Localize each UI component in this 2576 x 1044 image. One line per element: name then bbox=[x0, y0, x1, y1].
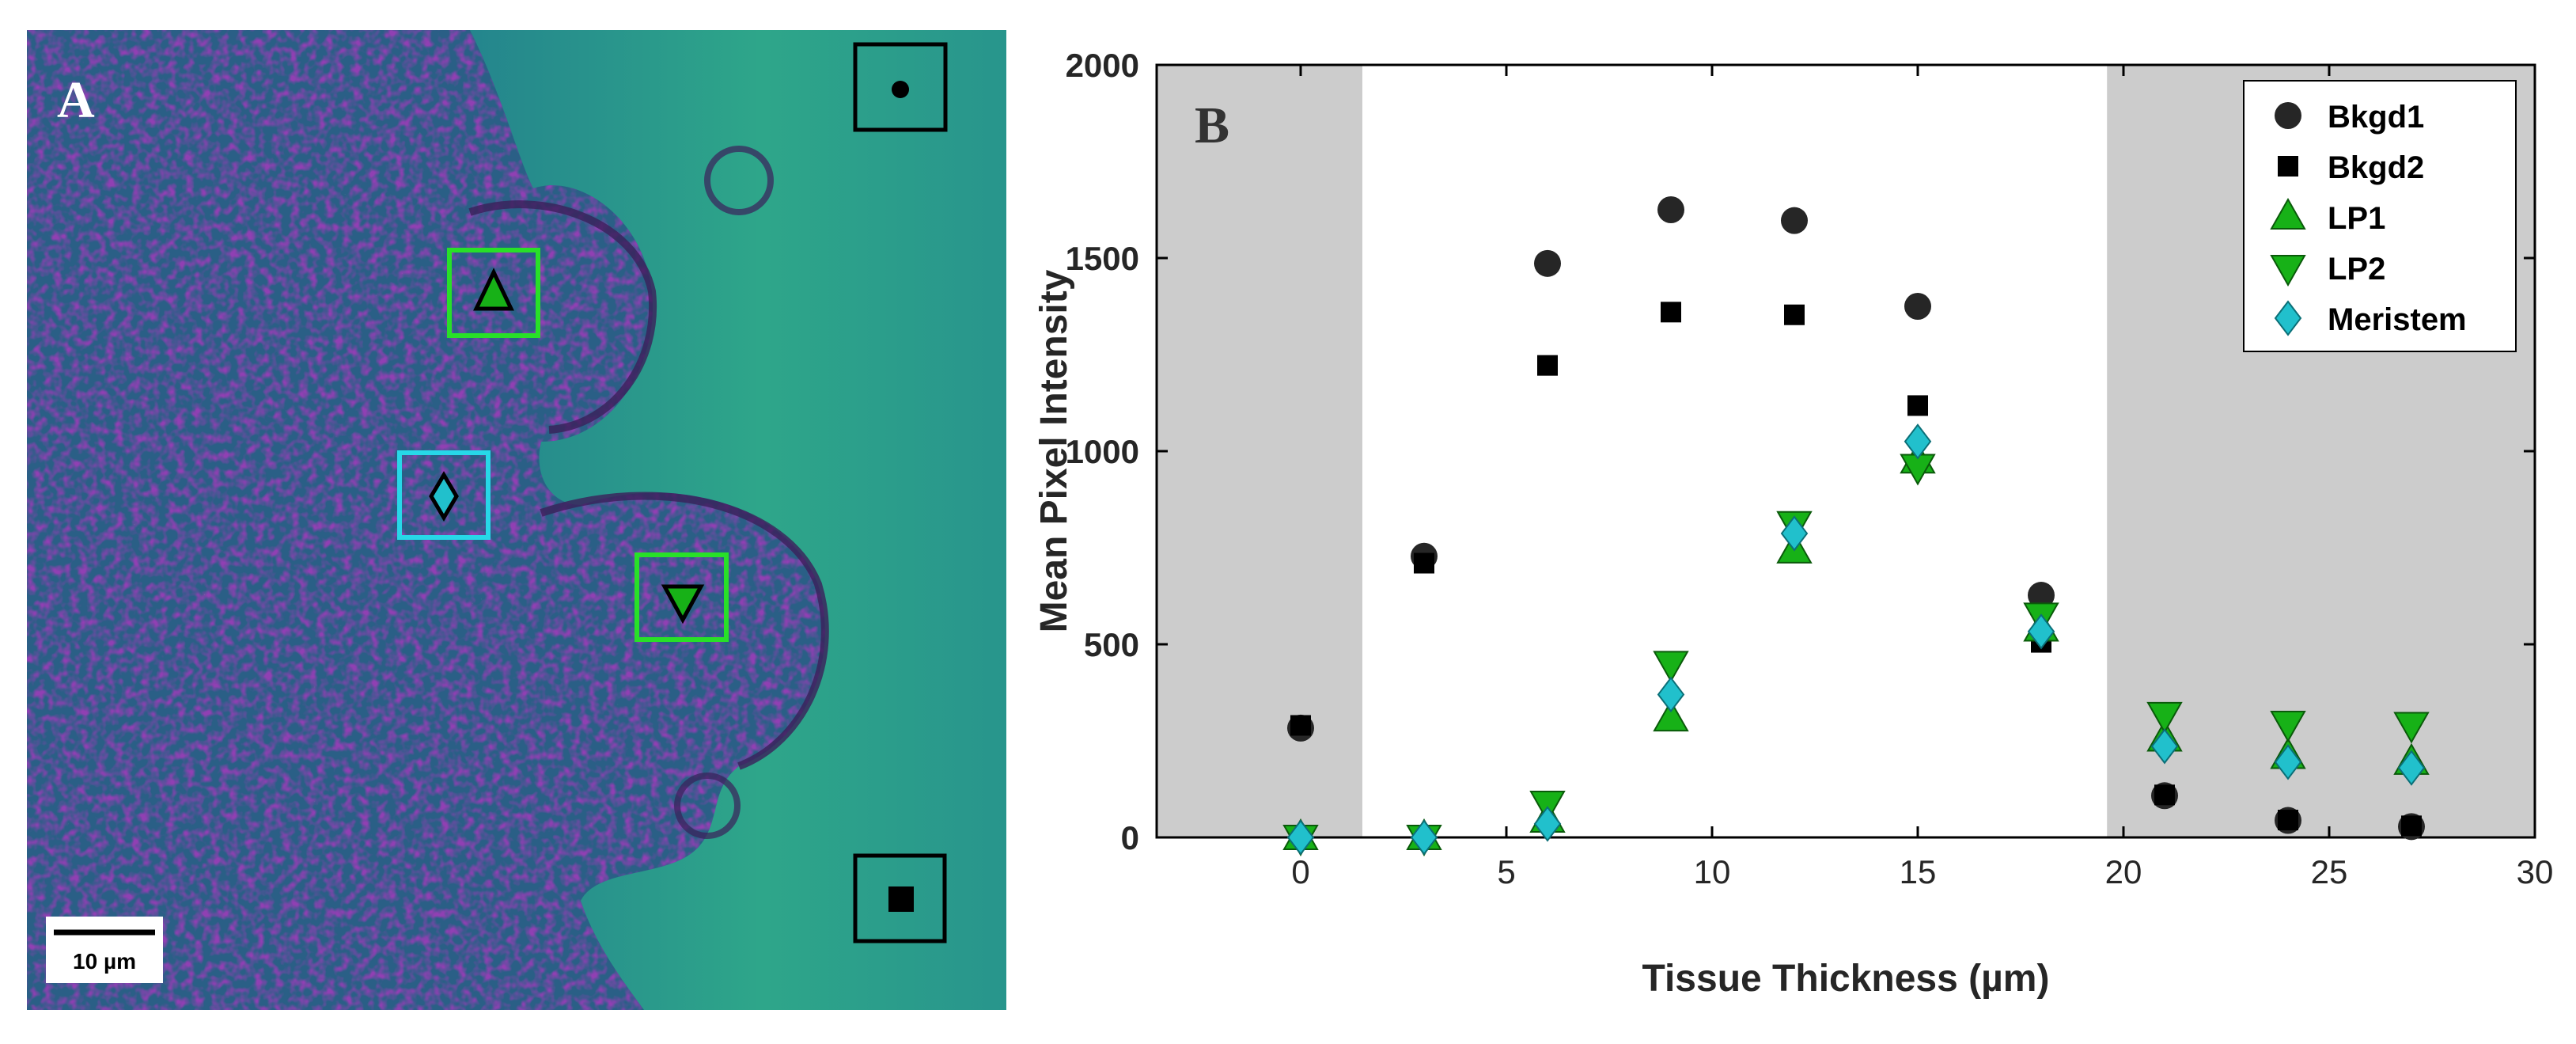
x-tick-label: 10 bbox=[1694, 853, 1731, 890]
micrograph-image: A 10 µm bbox=[27, 30, 1006, 1010]
bkgd2-point bbox=[1414, 552, 1434, 574]
bkgd2-point bbox=[1290, 715, 1311, 736]
bkgd1-point bbox=[1657, 196, 1684, 223]
x-axis-label: Tissue Thickness (µm) bbox=[1642, 958, 2050, 1000]
meristem-point bbox=[2397, 750, 2426, 786]
panel-label-b: B bbox=[1195, 97, 1229, 154]
micrograph-panel: A 10 µm bbox=[27, 30, 1006, 1010]
chart-panel: 0 5 10 15 20 25 30 0 500 1000 1500 2000 B Tissue Th… bbox=[1021, 0, 2576, 1040]
intensity-chart: 0 5 10 15 20 25 30 0 500 1000 1500 2000 B Tissue Th… bbox=[1033, 47, 2554, 1000]
y-axis-label: Mean Pixel Intensity bbox=[1033, 269, 1075, 632]
circle-marker-icon bbox=[892, 81, 909, 98]
legend-lp2-icon bbox=[2270, 255, 2306, 287]
legend-meristem-icon bbox=[2274, 300, 2302, 336]
scale-bar-label: 10 µm bbox=[73, 949, 136, 974]
meristem-point bbox=[2027, 613, 2055, 650]
meristem-point bbox=[1657, 676, 1685, 713]
bkgd1-point bbox=[1534, 249, 1561, 277]
legend-label: LP1 bbox=[2328, 201, 2385, 236]
x-tick-label: 15 bbox=[1900, 853, 1937, 890]
y-tick-label: 2000 bbox=[1066, 47, 1139, 84]
lp1-point bbox=[1653, 700, 1689, 732]
bkgd1-point bbox=[1904, 293, 1931, 320]
bkgd2-point bbox=[1907, 395, 1928, 416]
lp2-point bbox=[1653, 651, 1689, 683]
meristem-point bbox=[1286, 819, 1315, 856]
shaded-region-1 bbox=[1157, 65, 1362, 837]
x-tick-label: 25 bbox=[2311, 853, 2348, 890]
legend-bkgd2-icon bbox=[2278, 156, 2298, 177]
series-meristem bbox=[1286, 423, 2426, 856]
legend-bkgd1-icon bbox=[2275, 102, 2301, 129]
lp2-point bbox=[2146, 701, 2183, 734]
y-tick-label: 0 bbox=[1121, 819, 1139, 856]
y-tick-label: 1500 bbox=[1066, 240, 1139, 277]
roi-lp2 bbox=[635, 552, 729, 642]
x-tick-label: 5 bbox=[1497, 853, 1515, 890]
meristem-point bbox=[1410, 819, 1438, 856]
triangle-up-marker-icon bbox=[473, 268, 514, 311]
legend-label: Bkgd1 bbox=[2328, 100, 2424, 135]
triangle-down-marker-icon bbox=[661, 584, 705, 625]
lp2-point bbox=[2270, 711, 2306, 743]
legend-label: Meristem bbox=[2328, 302, 2467, 337]
legend-label: LP2 bbox=[2328, 252, 2385, 287]
y-tick-label: 1000 bbox=[1066, 433, 1139, 470]
bkgd1-point bbox=[2028, 582, 2055, 609]
bkgd2-point bbox=[1537, 355, 1558, 376]
bkgd2-point bbox=[1661, 302, 1681, 323]
scale-bar: 10 µm bbox=[46, 917, 163, 983]
roi-meristem bbox=[397, 450, 491, 540]
meristem-point bbox=[2150, 728, 2179, 765]
legend: Bkgd1 Bkgd2 LP1 LP2 Meristem bbox=[2243, 80, 2517, 352]
x-tick-label: 30 bbox=[2517, 853, 2554, 890]
diamond-marker-icon bbox=[429, 471, 459, 522]
legend-lp1-icon bbox=[2270, 197, 2306, 230]
bkgd1-point bbox=[1781, 207, 1808, 234]
bkgd2-point bbox=[2154, 784, 2175, 806]
legend-label: Bkgd2 bbox=[2328, 150, 2424, 185]
meristem-point bbox=[2274, 744, 2302, 780]
bkgd2-point bbox=[1784, 304, 1805, 325]
roi-bkgd2 bbox=[853, 853, 947, 943]
meristem-point bbox=[1533, 806, 1562, 842]
x-tick-label: 20 bbox=[2105, 853, 2142, 890]
square-marker-icon bbox=[888, 886, 914, 912]
lp2-point bbox=[2393, 712, 2430, 744]
y-tick-label: 500 bbox=[1084, 626, 1139, 663]
x-tick-label: 0 bbox=[1291, 853, 1309, 890]
meristem-point bbox=[1780, 515, 1809, 552]
roi-bkgd1 bbox=[853, 42, 948, 132]
roi-lp1 bbox=[447, 248, 540, 338]
panel-label-a: A bbox=[57, 71, 95, 129]
meristem-point bbox=[1904, 423, 1932, 460]
bkgd2-point bbox=[2401, 815, 2422, 837]
bkgd2-point bbox=[2278, 810, 2298, 831]
